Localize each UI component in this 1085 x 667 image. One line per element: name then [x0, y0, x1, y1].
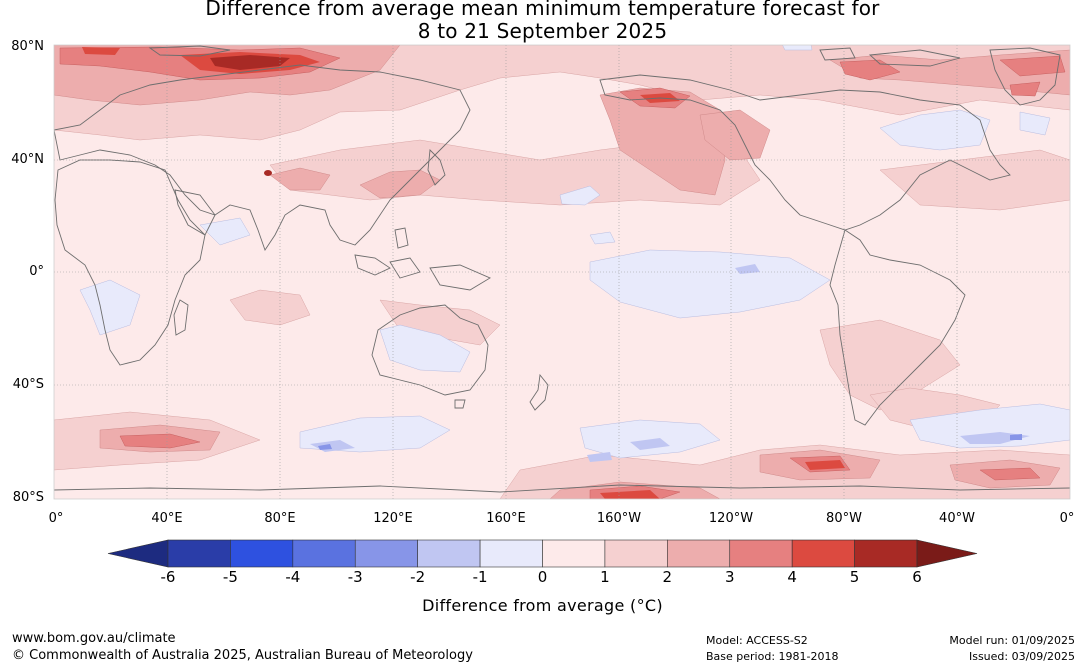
colorbar-tick-label: -5	[222, 568, 238, 586]
lon-label-40w: 40°W	[939, 511, 975, 526]
title-line-2: 8 to 21 September 2025	[417, 19, 668, 43]
colorbar-segment	[729, 539, 793, 568]
lat-label-40s: 40°S	[12, 377, 44, 392]
map-frame	[53, 44, 1071, 500]
colorbar-tick-label: 5	[849, 568, 860, 586]
lon-label-160w: 160°W	[596, 511, 642, 526]
colorbar-tick-label: 1	[600, 568, 610, 586]
lon-label-80w: 80°W	[826, 511, 862, 526]
colorbar-tick-label: -2	[410, 568, 426, 586]
colorbar-tick-label: 4	[787, 568, 797, 586]
lon-label-40e: 40°E	[151, 511, 183, 526]
colorbar-tick-label: 0	[537, 568, 548, 586]
colorbar-segment	[167, 539, 231, 568]
lon-label-120e: 120°E	[373, 511, 413, 526]
colorbar-tick-label: -4	[285, 568, 301, 586]
colorbar-under-arrow	[107, 539, 169, 568]
footer-url: www.bom.gov.au/climate	[12, 631, 176, 646]
footer-model: Model: ACCESS-S2	[706, 634, 808, 647]
colorbar-segment	[292, 539, 356, 568]
colorbar-over-arrow	[916, 539, 978, 568]
lat-label-0: 0°	[29, 264, 44, 279]
anomaly-band-5-6	[210, 55, 290, 176]
colorbar-tick-label: 2	[662, 568, 673, 586]
lon-label-0-left: 0°	[48, 511, 64, 526]
colorbar-tick-label: -6	[160, 568, 176, 586]
colorbar-segment	[230, 539, 294, 568]
title-line-1: Difference from average mean minimum tem…	[205, 0, 880, 20]
lon-label-80e: 80°E	[264, 511, 296, 526]
footer-issued: Issued: 03/09/2025	[968, 650, 1075, 663]
map-title: Difference from average mean minimum tem…	[0, 0, 1085, 43]
colorbar-tick-label: 3	[724, 568, 735, 586]
footer-copyright: © Commonwealth of Australia 2025, Austra…	[12, 648, 473, 663]
anomaly-band-neg-1-0	[79, 45, 1070, 459]
footer-model-run: Model run: 01/09/2025	[949, 634, 1075, 647]
lat-label-40n: 40°N	[11, 152, 44, 167]
colorbar-segment	[854, 539, 918, 568]
colorbar-label: Difference from average (°C)	[422, 596, 663, 615]
coastlines	[54, 45, 1070, 493]
footer-base-period: Base period: 1981-2018	[706, 650, 839, 663]
colorbar-segment	[791, 539, 855, 568]
colorbar-segment	[354, 539, 418, 568]
colorbar-segment	[479, 539, 543, 568]
colorbar-tick-label: 6	[912, 568, 922, 586]
colorbar-segment	[667, 539, 731, 568]
lat-label-80n: 80°N	[11, 39, 44, 54]
colorbar-tick-label: -3	[347, 568, 363, 586]
lon-label-0-right: 0°	[1059, 511, 1075, 526]
lon-label-160e: 160°E	[486, 511, 526, 526]
temperature-anomaly-map	[53, 44, 1071, 500]
anomaly-band-neg-3-2	[318, 434, 1022, 450]
colorbar-segment	[417, 539, 481, 568]
colorbar-segment	[604, 539, 668, 568]
colorbar	[107, 539, 978, 568]
graticule	[54, 45, 1070, 499]
colorbar-segment	[542, 539, 606, 568]
lat-label-80s: 80°S	[12, 490, 44, 505]
lon-label-120w: 120°W	[708, 511, 754, 526]
colorbar-tick-label: -1	[472, 568, 488, 586]
